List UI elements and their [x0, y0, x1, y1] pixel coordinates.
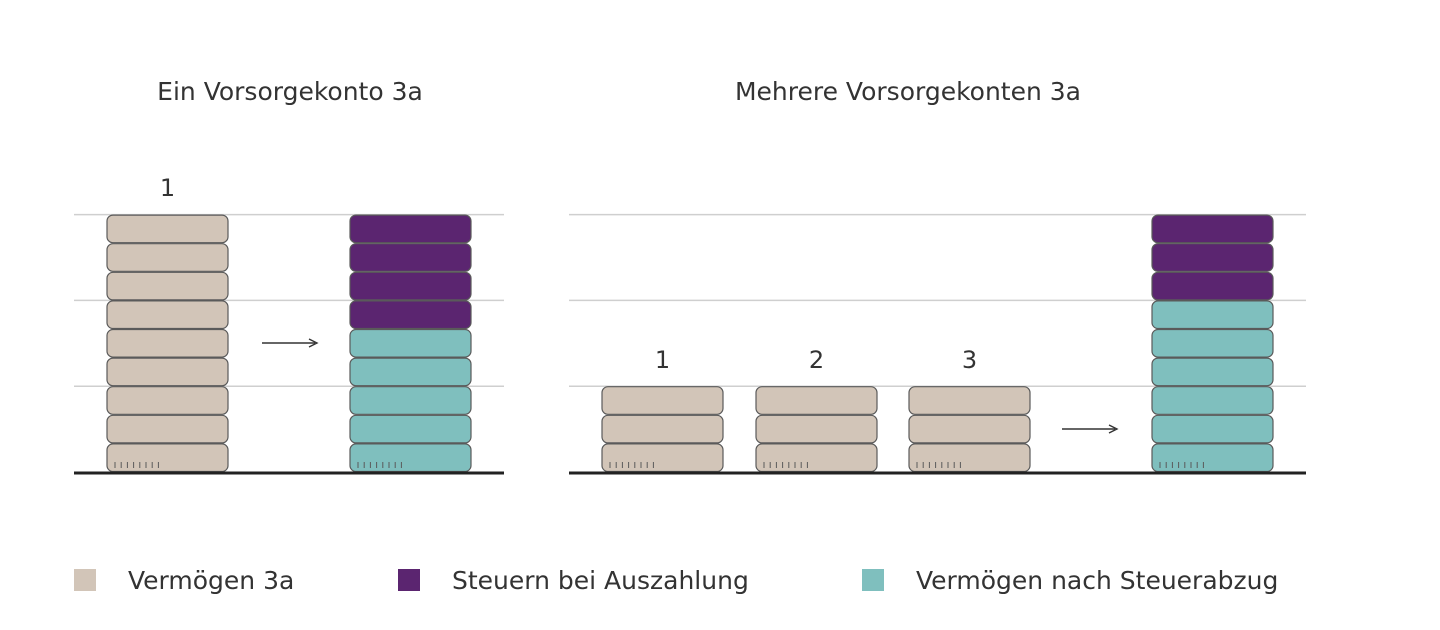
coin-taxes: [1151, 214, 1274, 244]
coin-taxes: [349, 300, 472, 330]
legend: Vermögen 3a Steuern bei Auszahlung Vermö…: [0, 560, 1440, 600]
coin-after-tax: [349, 443, 472, 473]
legend-label-assets: Vermögen 3a: [128, 565, 295, 595]
coin-after-tax: [1151, 443, 1274, 473]
coin-after-tax: [1151, 414, 1274, 444]
stack-account-1: [601, 386, 724, 473]
coin-assets: [908, 414, 1031, 444]
coin-after-tax: [349, 357, 472, 387]
coin-after-tax: [349, 386, 472, 415]
coin-assets: [755, 443, 878, 473]
coin-taxes: [349, 271, 472, 301]
legend-label-after-tax: Vermögen nach Steuerabzug: [916, 565, 1279, 595]
coin-assets: [106, 386, 229, 415]
coin-after-tax: [1151, 357, 1274, 387]
stack-label-1: 1: [655, 346, 670, 374]
panel-single-account: Ein Vorsorgekonto 3a 1: [74, 77, 504, 475]
coin-taxes: [1151, 271, 1274, 301]
coin-assets: [106, 443, 229, 473]
arrow-icon: [262, 338, 319, 348]
legend-item-taxes: Steuern bei Auszahlung: [398, 560, 749, 600]
legend-swatch-after-tax: [862, 569, 884, 591]
legend-label-taxes: Steuern bei Auszahlung: [452, 565, 749, 595]
coin-assets: [106, 300, 229, 330]
coin-after-tax: [349, 414, 472, 444]
coin-assets: [755, 414, 878, 444]
stack-account-3: [908, 386, 1031, 473]
legend-swatch-assets: [74, 569, 96, 591]
arrow-head: [308, 338, 319, 348]
coin-assets: [601, 414, 724, 444]
coin-after-tax: [1151, 386, 1274, 415]
legend-item-assets: Vermögen 3a: [74, 560, 294, 600]
coin-taxes: [1151, 243, 1274, 272]
coin-assets: [106, 328, 229, 358]
coin-after-tax: [1151, 300, 1274, 330]
coin-taxes: [349, 243, 472, 272]
coin-assets: [106, 271, 229, 301]
stack-label-1: 1: [160, 174, 175, 202]
legend-item-after-tax: Vermögen nach Steuerabzug: [862, 560, 1278, 600]
coin-assets: [601, 443, 724, 473]
coin-taxes: [349, 214, 472, 244]
coin-after-tax: [349, 328, 472, 358]
coin-assets: [106, 357, 229, 387]
stack-label-2: 2: [809, 346, 824, 374]
legend-swatch-taxes: [398, 569, 420, 591]
panel-title-multiple-accounts: Mehrere Vorsorgekonten 3a: [735, 77, 1081, 106]
stack-result: [349, 214, 472, 473]
panel-title-single-account: Ein Vorsorgekonto 3a: [157, 77, 423, 106]
stack-account-1: [106, 214, 229, 473]
panel-multiple-accounts: Mehrere Vorsorgekonten 3a 1 2 3: [569, 77, 1306, 475]
coin-assets: [106, 214, 229, 244]
stack-label-3: 3: [962, 346, 977, 374]
coin-assets: [601, 386, 724, 415]
arrow-icon: [1062, 424, 1119, 434]
arrow-head: [1108, 424, 1119, 434]
stack-result: [1151, 214, 1274, 473]
coin-after-tax: [1151, 328, 1274, 358]
coin-assets: [755, 386, 878, 415]
coin-assets: [106, 414, 229, 444]
coin-assets: [908, 443, 1031, 473]
coin-assets: [908, 386, 1031, 415]
coin-assets: [106, 243, 229, 272]
stack-account-2: [755, 386, 878, 473]
